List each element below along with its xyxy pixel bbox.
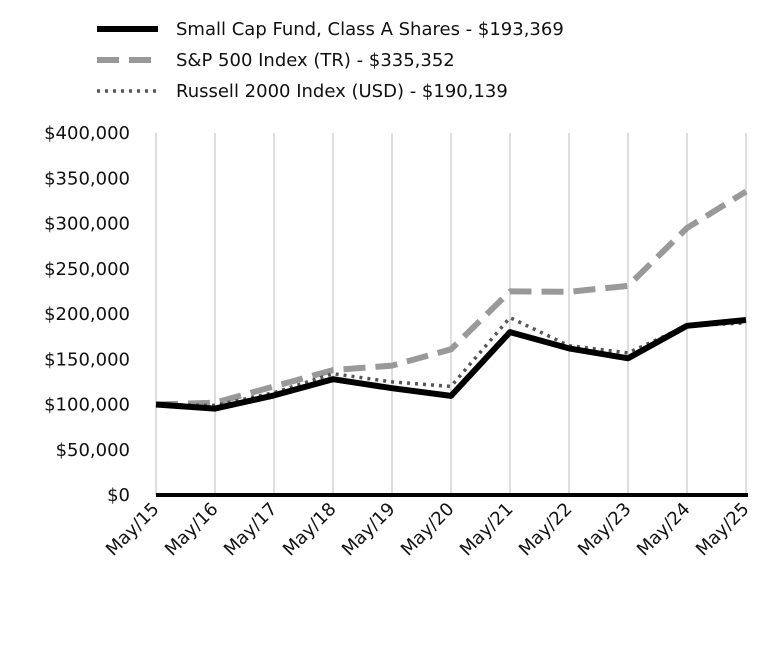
x-tick-label: May/17 (220, 499, 282, 561)
legend-label-2: Russell 2000 Index (USD) - $190,139 (176, 81, 508, 102)
legend-label-0: Small Cap Fund, Class A Shares - $193,36… (176, 19, 564, 40)
y-tick-label: $200,000 (44, 304, 130, 325)
x-tick-label: May/25 (692, 499, 754, 561)
y-tick-label: $100,000 (44, 395, 130, 416)
x-tick-label: May/21 (456, 499, 518, 561)
y-tick-label: $350,000 (44, 168, 130, 189)
legend: Small Cap Fund, Class A Shares - $193,36… (97, 19, 564, 102)
x-tick-label: May/15 (102, 499, 164, 561)
x-tick-label: May/18 (279, 499, 341, 561)
y-tick-label: $150,000 (44, 349, 130, 370)
y-tick-label: $400,000 (44, 123, 130, 144)
y-tick-label: $300,000 (44, 214, 130, 235)
grid-lines (155, 133, 747, 495)
x-tick-label: May/20 (397, 499, 459, 561)
y-tick-label: $50,000 (56, 440, 130, 461)
series-line-2 (155, 315, 747, 408)
x-tick-label: May/19 (338, 499, 400, 561)
y-tick-label: $0 (107, 485, 130, 506)
x-tick-label: May/16 (161, 499, 223, 561)
x-tick-label: May/22 (515, 499, 577, 561)
x-tick-label: May/23 (574, 499, 636, 561)
x-axis-ticks: May/15May/16May/17May/18May/19May/20May/… (102, 499, 754, 561)
y-tick-label: $250,000 (44, 259, 130, 280)
x-tick-label: May/24 (633, 499, 695, 561)
y-axis-ticks: $0 $50,000 $100,000 $150,000 $200,000 $250,00… (44, 123, 130, 506)
legend-label-1: S&P 500 Index (TR) - $335,352 (176, 50, 455, 71)
series-lines (155, 188, 748, 412)
